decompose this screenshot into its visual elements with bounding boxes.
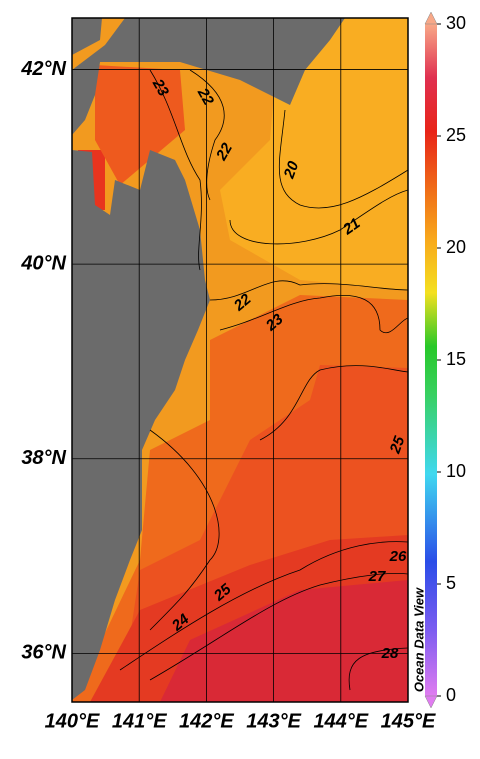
colorbar-label: 20 [446,237,466,257]
contour-label: 22 [213,140,237,164]
watermark: Ocean Data View [411,587,426,692]
contour-label: 20 [280,158,302,181]
x-tick-label: 143°E [246,710,301,732]
contour-label: 25 [386,433,408,456]
contour-label: 26 [389,548,407,565]
colorbar-label: 5 [446,573,456,593]
colorbar [425,24,437,696]
colorbar-label: 10 [446,461,466,481]
colorbar-label: 25 [446,125,466,145]
x-tick-label: 140°E [45,710,100,732]
colorbar-label: 15 [446,349,466,369]
land [72,18,102,55]
y-tick-label: 42°N [20,58,66,80]
colorbar-label: 30 [446,13,466,33]
warm-zone [220,18,408,290]
y-tick-label: 40°N [20,252,66,274]
map-frame [71,17,409,703]
contours [119,69,408,691]
warm-zone [160,580,408,702]
x-tick-label: 142°E [179,710,234,732]
y-tick-label: 36°N [21,642,66,664]
axes: 140°E 141°E 142°E 143°E 144°E 145°E 36°N 38°N 40… [20,13,466,733]
colorbar-cap [424,11,438,25]
x-tick-label: 145°E [381,710,436,732]
contour-label: 27 [368,568,386,585]
x-tick-label: 144°E [313,710,368,732]
colorbar-label: 0 [446,685,456,705]
contour-label: 22 [193,84,217,108]
land [72,150,210,700]
x-tick-label: 141°E [112,710,167,732]
colorbar-cap [424,695,438,709]
land [72,18,345,135]
grid [72,18,408,702]
y-tick-label: 38°N [21,447,66,469]
warm-zone [95,65,185,185]
contour-label: 23 [148,75,172,99]
